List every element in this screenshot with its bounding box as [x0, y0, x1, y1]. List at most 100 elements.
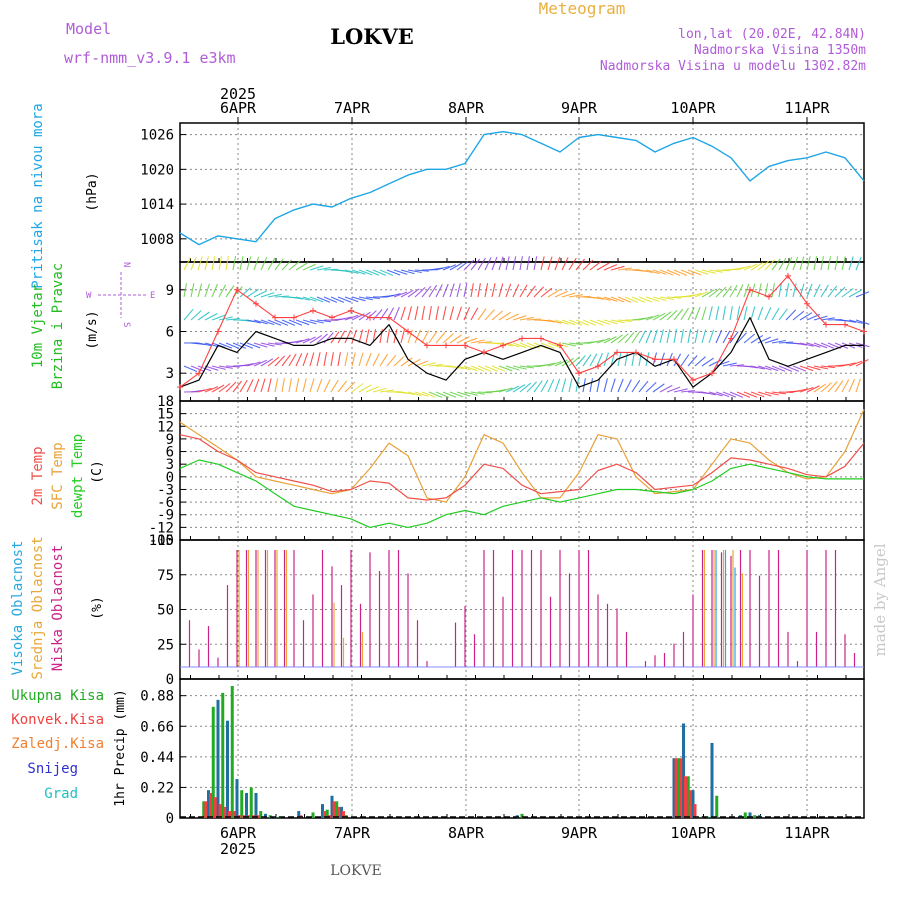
gust-marker: [215, 328, 221, 335]
precip-bar: [674, 758, 678, 818]
wind-arrow: [372, 353, 380, 367]
cloud-ylabel: (%): [90, 596, 105, 619]
wind-arrow: [708, 306, 713, 321]
wind-arrow: [778, 283, 782, 298]
wind-arrow: [813, 342, 828, 349]
wind-arrow: [673, 353, 682, 367]
wind-arrow: [666, 386, 681, 393]
wind-arrow: [302, 263, 316, 271]
gust-marker: [842, 321, 848, 328]
wind-arrow: [288, 260, 301, 271]
wind-arrow: [190, 283, 195, 298]
precip-bar: [672, 758, 676, 818]
wind-arrow: [589, 339, 604, 344]
wind-arrow: [330, 379, 339, 393]
wind-arrow: [771, 258, 781, 271]
wind-arrow: [603, 336, 617, 344]
wind-arrow: [365, 296, 380, 300]
station-title: LOKVE: [330, 24, 414, 49]
wind-arrow: [267, 356, 280, 367]
wind-arrow: [183, 283, 188, 298]
gust-marker: [367, 314, 373, 321]
wind-arrow: [316, 319, 331, 323]
wind-arrow: [589, 378, 594, 393]
wind-arrow: [267, 293, 282, 298]
wind-arrow: [715, 360, 730, 367]
wind-arrow: [715, 391, 730, 398]
wind-arrow: [652, 296, 667, 302]
wind-arrow: [834, 342, 849, 349]
wind-arrow: [652, 269, 667, 275]
wind-arrow: [260, 358, 274, 367]
wind-arrow: [379, 269, 394, 276]
wind-title-line1: 10m Vjetar: [30, 284, 46, 368]
top-day-label: 6APR: [220, 99, 257, 117]
compass-east: E: [150, 291, 155, 301]
wind-arrow: [421, 391, 436, 398]
precip-bar: [710, 742, 714, 818]
wind-arrow: [617, 267, 632, 271]
wind-arrow: [197, 256, 203, 271]
gust-marker: [652, 356, 658, 363]
precip-bar: [520, 813, 524, 818]
wind-arrow: [183, 365, 198, 373]
dewpoint-line: [179, 459, 864, 528]
legend-conv: Konvek.Kisa: [11, 712, 104, 728]
wind-arrow: [246, 361, 261, 367]
wind-arrow: [309, 319, 324, 324]
wind-arrow: [435, 391, 450, 398]
wind-arrow: [414, 391, 429, 397]
wind-arrow: [386, 329, 391, 344]
wind-arrow: [666, 309, 678, 321]
wind-arrow: [449, 283, 455, 298]
wind-arrow: [855, 359, 869, 367]
wind-arrow: [841, 319, 856, 323]
wind-arrow: [281, 378, 285, 393]
wind-arrow: [295, 319, 310, 326]
wind-arrow: [211, 256, 216, 271]
temp-ylabel: (C): [90, 460, 105, 483]
y-tick-label: 1008: [140, 232, 174, 248]
wind-arrow: [512, 256, 517, 271]
wind-arrow: [603, 296, 618, 302]
wind-arrow: [666, 329, 671, 344]
wind-arrow: [323, 296, 338, 303]
wind-arrow: [799, 312, 813, 321]
wind-arrow: [610, 319, 625, 324]
wind-arrow: [225, 342, 240, 349]
footer-credit: made by Angel: [871, 543, 889, 656]
gust-marker: [462, 342, 468, 349]
wind-arrow: [722, 362, 737, 367]
wind-arrow: [806, 256, 811, 271]
wind-arrow: [204, 386, 219, 393]
wind-arrow: [778, 308, 788, 321]
wind-arrow: [288, 319, 303, 326]
wind-arrow: [512, 365, 527, 370]
wind-arrow: [442, 283, 449, 298]
wind-arrow: [659, 311, 672, 321]
wind-arrow: [225, 365, 241, 368]
wind-arrow: [400, 391, 415, 396]
top-year-label: 2025: [220, 85, 256, 103]
precip-bar: [684, 776, 687, 818]
gust-marker: [291, 314, 297, 321]
precip-bar: [325, 809, 329, 818]
wind-arrow: [785, 257, 793, 271]
wind-arrow: [232, 380, 243, 393]
wind-arrow: [246, 342, 261, 349]
wind-arrow: [841, 362, 856, 367]
wind-arrow: [799, 386, 814, 393]
temp2m-label: 2m Temp: [30, 446, 46, 505]
wind-arrow: [610, 334, 623, 344]
wind-arrow: [561, 342, 576, 347]
precip-bar: [679, 758, 683, 818]
wind-arrow: [533, 256, 538, 271]
wind-arrow: [400, 329, 406, 344]
wind-arrow: [554, 378, 561, 393]
wind-arrow: [435, 306, 440, 321]
wind-arrow: [806, 385, 820, 393]
wind-arrow: [330, 331, 340, 344]
top-day-label: 11APR: [784, 99, 830, 117]
gust-marker: [671, 356, 677, 363]
wind-arrow: [519, 256, 523, 271]
